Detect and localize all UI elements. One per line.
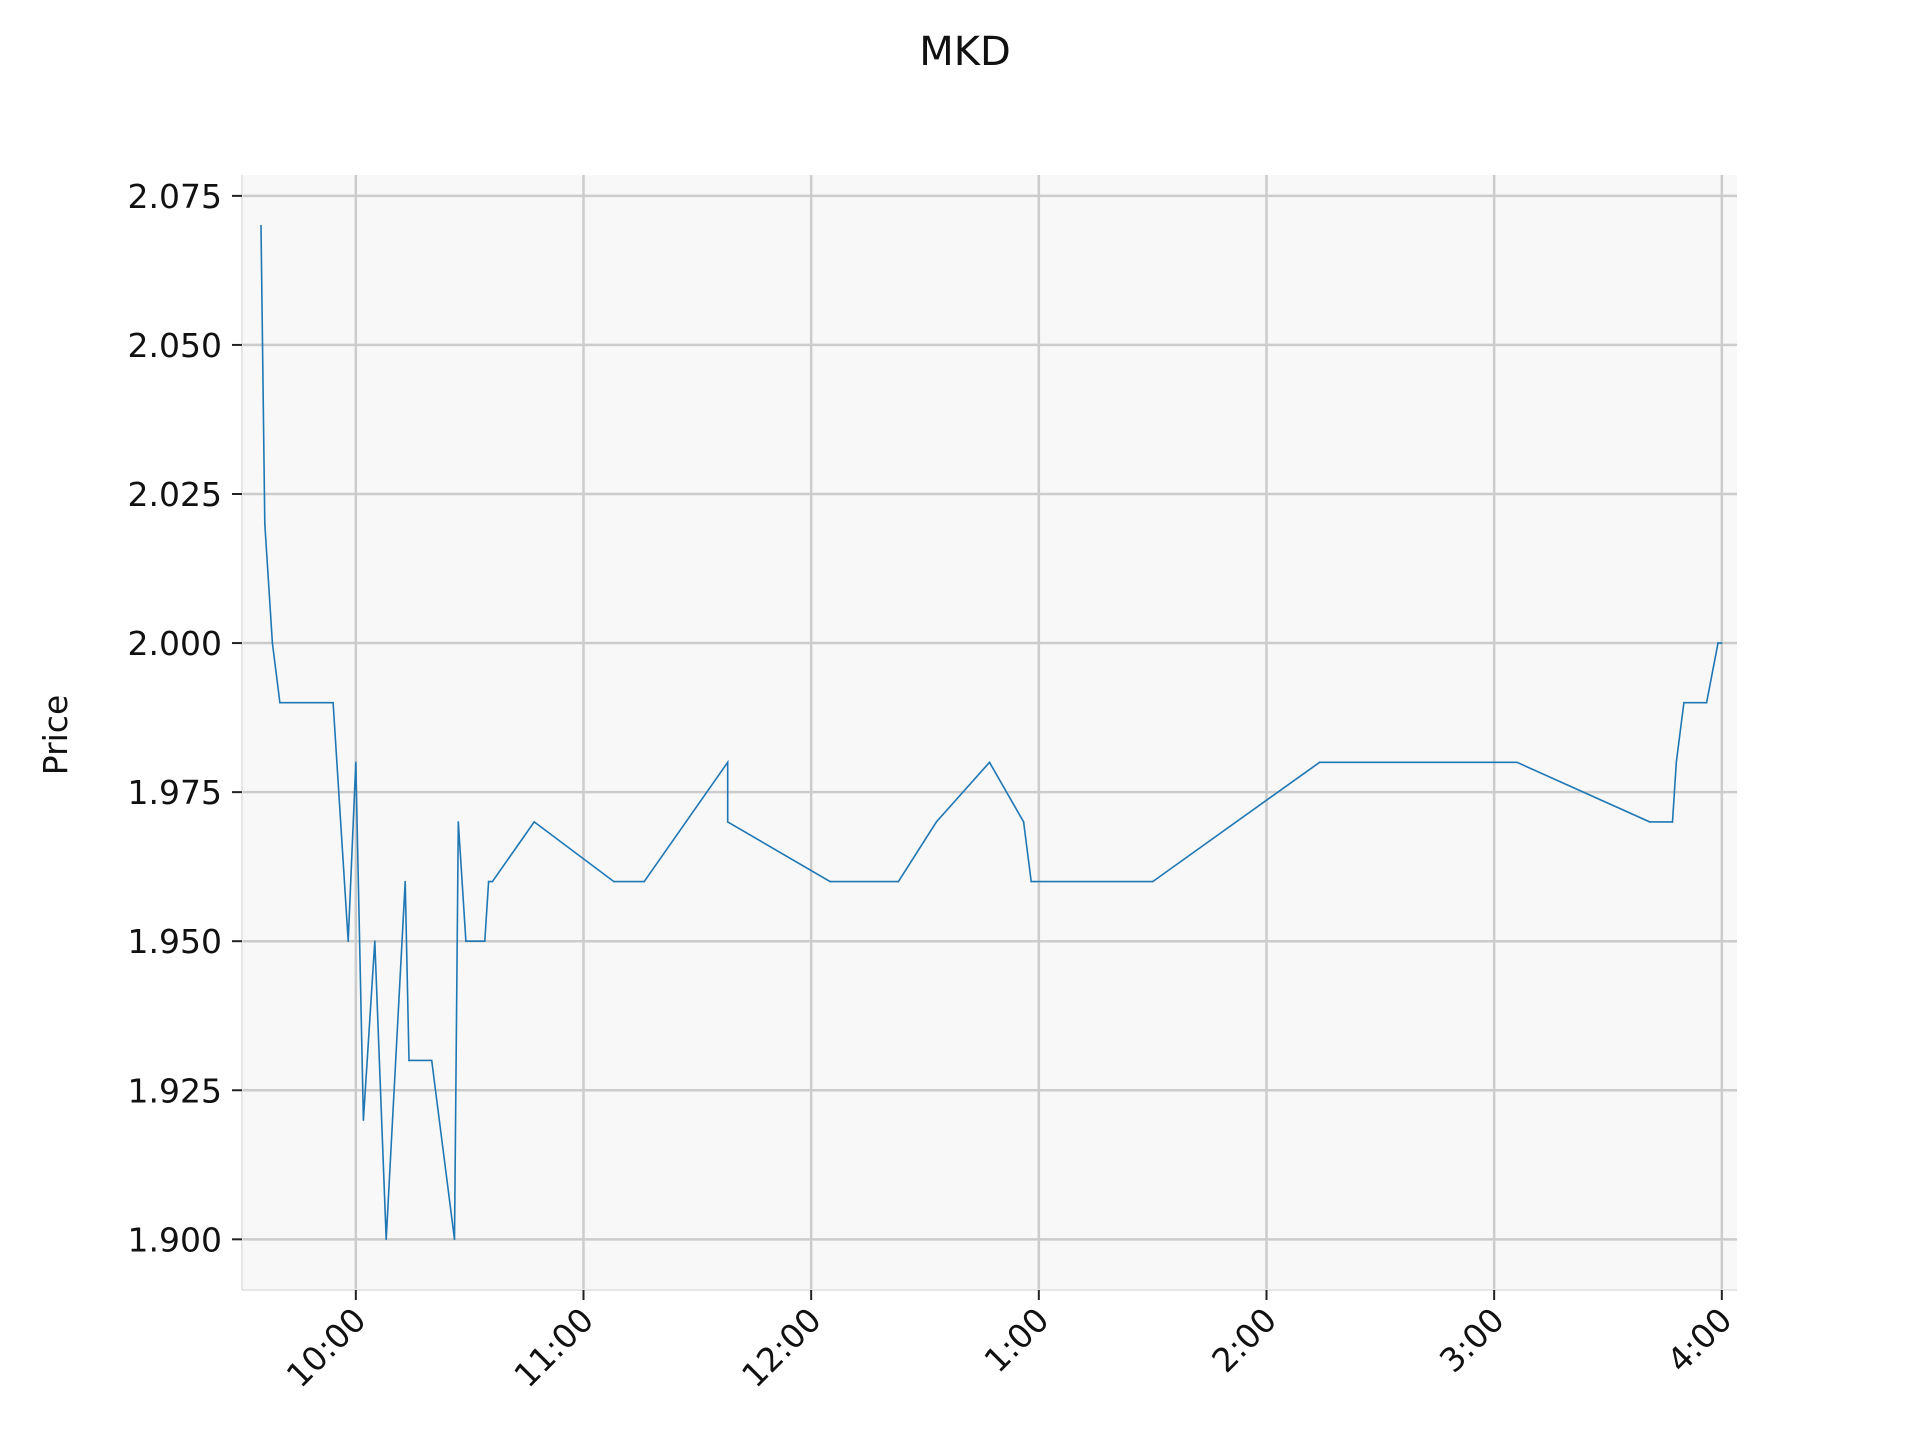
data-point — [430, 1059, 433, 1062]
x-tick-label: 11:00 — [506, 1300, 601, 1395]
y-axis-ticks: 1.900 1.925 1.950 1.975 2.000 2.025 2.050 2.075 — [128, 177, 242, 1259]
price-series-line — [260, 225, 1722, 1240]
data-point — [484, 940, 486, 942]
data-point — [491, 880, 494, 883]
data-point — [1705, 701, 1708, 704]
data-point — [726, 761, 729, 764]
data-point — [1030, 880, 1033, 883]
y-tick-label: 1.900 — [128, 1220, 222, 1259]
data-point — [374, 940, 376, 942]
data-point — [453, 1238, 456, 1241]
data-point — [332, 701, 334, 704]
x-tick-label: 1:00 — [977, 1300, 1057, 1380]
data-point — [643, 880, 646, 883]
data-point — [1717, 642, 1719, 644]
data-point — [1022, 821, 1025, 823]
data-point — [404, 880, 406, 883]
data-point — [487, 880, 490, 883]
y-tick-label: 2.025 — [128, 475, 222, 514]
data-point — [465, 940, 467, 942]
y-tick-label: 1.925 — [128, 1071, 222, 1110]
data-point — [1675, 761, 1678, 764]
x-axis-ticks: 10:00 11:00 12:00 1:00 2:00 3:00 4:00 — [279, 1290, 1739, 1395]
y-tick-label: 1.950 — [128, 922, 222, 961]
grid-lines — [242, 175, 1737, 1290]
series-layer — [260, 224, 1723, 1241]
data-point — [347, 940, 350, 942]
data-point — [260, 224, 262, 227]
y-tick-label: 2.075 — [128, 177, 222, 216]
data-point — [408, 1059, 410, 1062]
data-point — [1151, 880, 1154, 883]
data-point — [355, 761, 357, 764]
data-point — [1721, 642, 1723, 644]
data-point — [1648, 821, 1651, 823]
data-point — [726, 821, 729, 823]
data-point — [279, 701, 281, 704]
data-point — [385, 1238, 387, 1241]
x-tick-label: 12:00 — [734, 1300, 829, 1395]
x-tick-label: 10:00 — [279, 1300, 374, 1395]
x-tick-label: 4:00 — [1659, 1300, 1739, 1380]
data-point — [362, 1119, 365, 1121]
data-point — [1671, 821, 1674, 823]
y-tick-label: 1.975 — [128, 773, 222, 812]
y-axis-label: Price — [36, 695, 75, 776]
data-point — [263, 523, 266, 525]
data-point — [533, 821, 535, 823]
data-point — [1516, 761, 1518, 764]
data-point — [988, 761, 991, 764]
data-point — [829, 880, 831, 883]
data-point — [1683, 701, 1685, 704]
data-point — [897, 880, 900, 883]
axes — [241, 175, 1737, 1291]
data-point — [935, 821, 938, 823]
x-tick-label: 3:00 — [1432, 1300, 1512, 1380]
plot-area — [242, 175, 1737, 1290]
data-point — [613, 880, 615, 883]
y-tick-label: 2.050 — [128, 326, 222, 365]
y-tick-label: 2.000 — [128, 624, 222, 663]
x-tick-label: 2:00 — [1204, 1300, 1284, 1380]
data-point — [1318, 761, 1321, 764]
chart-title: MKD — [919, 29, 1011, 75]
data-point — [457, 821, 460, 823]
data-point — [271, 642, 274, 644]
